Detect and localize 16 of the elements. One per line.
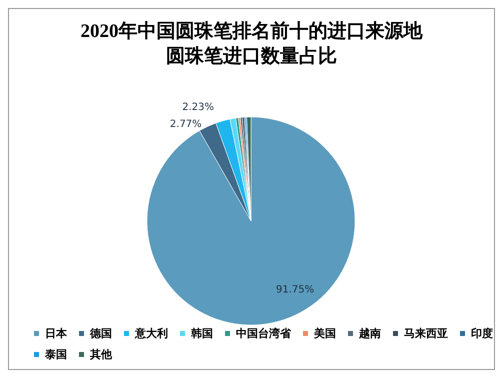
legend-label: 德国 [89, 327, 112, 340]
data-label: 2.23% [182, 102, 214, 113]
legend-label: 意大利 [134, 327, 168, 340]
legend-label: 韩国 [190, 327, 213, 340]
legend-label: 中国台湾省 [236, 327, 292, 340]
legend-label: 泰国 [44, 348, 67, 361]
legend-label: 其他 [89, 348, 113, 361]
chart-subtitle: 圆珠笔进口数量占比 [166, 45, 337, 67]
data-label: 91.75% [276, 284, 314, 296]
data-label: 2.77% [170, 119, 202, 130]
legend-label: 印度 [471, 327, 493, 340]
legend-label: 美国 [313, 327, 336, 340]
legend-label: 马来西亚 [404, 327, 448, 340]
legend-label: 日本 [45, 327, 68, 340]
legend-label: 越南 [358, 327, 381, 340]
chart-title: 2020年中国圆珠笔排名前十的进口来源地 [80, 20, 424, 42]
